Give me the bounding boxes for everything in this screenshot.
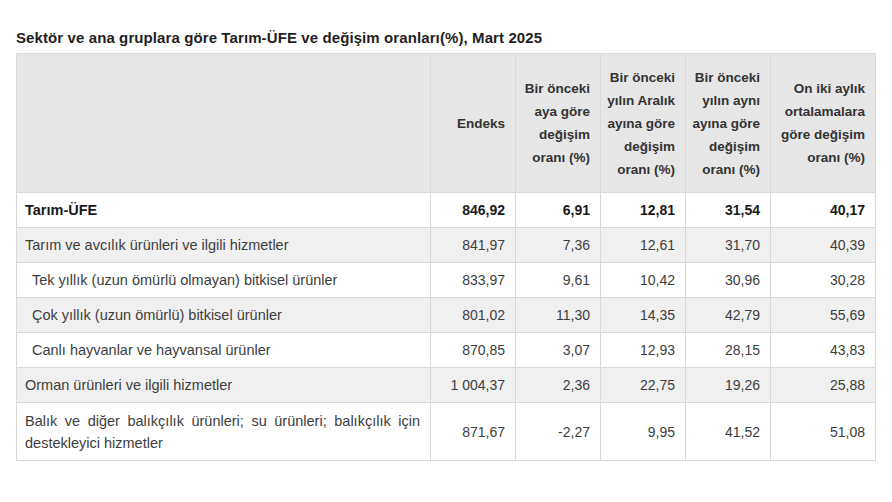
cell-monthly-change: 9,61 <box>516 263 601 298</box>
cell-12month-avg-change: 25,88 <box>771 368 876 403</box>
cell-monthly-change: 3,07 <box>516 333 601 368</box>
cell-since-december-change: 12,81 <box>601 193 686 228</box>
table-row-orman-urunleri: Orman ürünleri ve ilgili hizmetler 1 004… <box>17 368 876 403</box>
table-row-cok-yillik: Çok yıllık (uzun ömürlü) bitkisel ürünle… <box>17 298 876 333</box>
cell-since-december-change: 9,95 <box>601 403 686 461</box>
row-label: Canlı hayvanlar ve hayvansal ürünler <box>17 333 431 368</box>
page-title: Sektör ve ana gruplara göre Tarım-ÜFE ve… <box>16 29 892 46</box>
cell-yoy-change: 19,26 <box>686 368 771 403</box>
cell-yoy-change: 28,15 <box>686 333 771 368</box>
cell-12month-avg-change: 40,39 <box>771 228 876 263</box>
cell-12month-avg-change: 51,08 <box>771 403 876 461</box>
cell-since-december-change: 10,42 <box>601 263 686 298</box>
cell-monthly-change: 7,36 <box>516 228 601 263</box>
table-row-canli-hayvanlar: Canlı hayvanlar ve hayvansal ürünler 870… <box>17 333 876 368</box>
column-header-since-december-change: Bir önceki yılın Aralık ayına göre değiş… <box>601 54 686 193</box>
column-header-empty <box>17 54 431 193</box>
column-header-yoy-change: Bir önceki yılın aynı ayına göre değişim… <box>686 54 771 193</box>
cell-12month-avg-change: 55,69 <box>771 298 876 333</box>
cell-endeks: 833,97 <box>431 263 516 298</box>
column-header-monthly-change: Bir önceki aya göre değişim oranı (%) <box>516 54 601 193</box>
cell-since-december-change: 14,35 <box>601 298 686 333</box>
row-label: Tarım ve avcılık ürünleri ve ilgili hizm… <box>17 228 431 263</box>
cell-yoy-change: 31,54 <box>686 193 771 228</box>
cell-yoy-change: 41,52 <box>686 403 771 461</box>
column-header-endeks: Endeks <box>431 54 516 193</box>
cell-endeks: 841,97 <box>431 228 516 263</box>
row-label: Çok yıllık (uzun ömürlü) bitkisel ürünle… <box>17 298 431 333</box>
cell-monthly-change: 11,30 <box>516 298 601 333</box>
row-label: Tek yıllık (uzun ömürlü olmayan) bitkise… <box>17 263 431 298</box>
agri-ppi-table: Endeks Bir önceki aya göre değişim oranı… <box>16 53 876 461</box>
cell-since-december-change: 12,93 <box>601 333 686 368</box>
table-row-tek-yillik: Tek yıllık (uzun ömürlü olmayan) bitkise… <box>17 263 876 298</box>
cell-yoy-change: 42,79 <box>686 298 771 333</box>
cell-endeks: 801,02 <box>431 298 516 333</box>
row-label: Tarım-ÜFE <box>17 193 431 228</box>
cell-12month-avg-change: 43,83 <box>771 333 876 368</box>
table-row-tarim-avcilik: Tarım ve avcılık ürünleri ve ilgili hizm… <box>17 228 876 263</box>
header-row: Endeks Bir önceki aya göre değişim oranı… <box>17 54 876 193</box>
cell-endeks: 870,85 <box>431 333 516 368</box>
cell-endeks: 871,67 <box>431 403 516 461</box>
cell-since-december-change: 22,75 <box>601 368 686 403</box>
cell-yoy-change: 31,70 <box>686 228 771 263</box>
cell-12month-avg-change: 30,28 <box>771 263 876 298</box>
cell-endeks: 1 004,37 <box>431 368 516 403</box>
cell-monthly-change: 2,36 <box>516 368 601 403</box>
table-row-balik: Balık ve diğer balıkçılık ürünleri; su ü… <box>17 403 876 461</box>
cell-monthly-change: 6,91 <box>516 193 601 228</box>
cell-monthly-change: -2,27 <box>516 403 601 461</box>
column-header-12month-avg-change: On iki aylık ortalamalara göre değişim o… <box>771 54 876 193</box>
cell-12month-avg-change: 40,17 <box>771 193 876 228</box>
table-row-tarim-ufe: Tarım-ÜFE 846,92 6,91 12,81 31,54 40,17 <box>17 193 876 228</box>
cell-endeks: 846,92 <box>431 193 516 228</box>
cell-yoy-change: 30,96 <box>686 263 771 298</box>
row-label: Balık ve diğer balıkçılık ürünleri; su ü… <box>17 403 431 461</box>
row-label: Orman ürünleri ve ilgili hizmetler <box>17 368 431 403</box>
cell-since-december-change: 12,61 <box>601 228 686 263</box>
